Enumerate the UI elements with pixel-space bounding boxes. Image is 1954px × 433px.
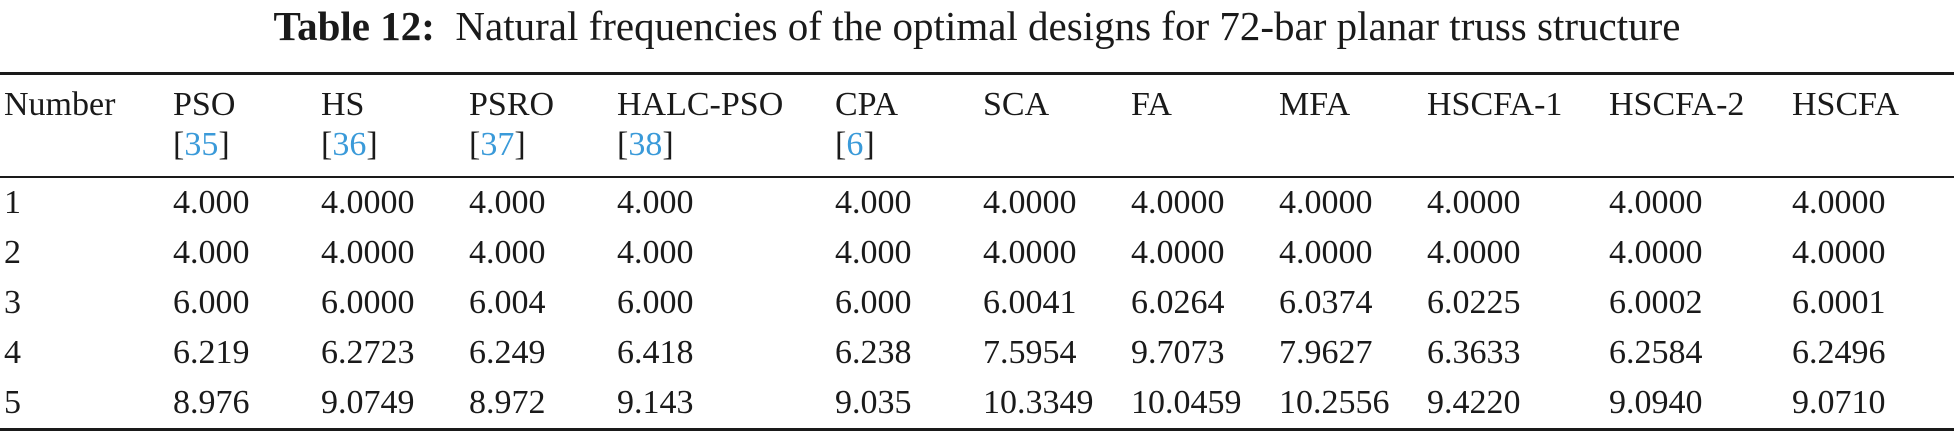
table-row: 2 4.000 4.0000 4.000 4.000 4.000 4.0000 … <box>0 228 1954 278</box>
table-cell: 4.0000 <box>1427 184 1521 221</box>
table-cell: 9.035 <box>835 384 912 421</box>
table-cell: 9.143 <box>617 384 694 421</box>
table-caption: Table 12: Natural frequencies of the opt… <box>0 0 1954 60</box>
column-header: Number <box>4 86 116 123</box>
table-cell: 6.0041 <box>983 284 1077 321</box>
table-cell: 3 <box>4 284 21 321</box>
table-row: 4 6.219 6.2723 6.249 6.418 6.238 7.5954 … <box>0 328 1954 378</box>
table-cell: 4.0000 <box>321 234 415 271</box>
table-cell: 6.249 <box>469 334 546 371</box>
table-cell: 4.000 <box>469 184 546 221</box>
table-cell: 8.976 <box>173 384 250 421</box>
citation: [6] <box>835 126 875 163</box>
top-rule <box>0 72 1954 75</box>
table-cell: 4.000 <box>173 184 250 221</box>
table-cell: 4.000 <box>469 234 546 271</box>
table-cell: 9.4220 <box>1427 384 1521 421</box>
table-cell: 6.3633 <box>1427 334 1521 371</box>
table-cell: 6.418 <box>617 334 694 371</box>
table-cell: 4.000 <box>835 234 912 271</box>
frequency-table: Number PSO [35] HS [36] PSRO [37] HALC-PSO[… <box>0 72 1954 428</box>
table-cell: 4.0000 <box>1427 234 1521 271</box>
table-cell: 2 <box>4 234 21 271</box>
column-header: FA <box>1131 86 1172 123</box>
citation: [38] <box>617 126 674 163</box>
column-header: PSO [35] <box>173 86 236 163</box>
column-header: CPA [6] <box>835 86 899 163</box>
table-cell: 4.0000 <box>1279 234 1373 271</box>
table-cell: 4.000 <box>835 184 912 221</box>
table-cell: 4.0000 <box>1131 184 1225 221</box>
header-rule <box>0 176 1954 178</box>
table-cell: 5 <box>4 384 21 421</box>
table-cell: 4.0000 <box>1131 234 1225 271</box>
table-cell: 10.3349 <box>983 384 1094 421</box>
table-cell: 9.0940 <box>1609 384 1703 421</box>
table-cell: 8.972 <box>469 384 546 421</box>
table-cell: 4.0000 <box>1609 234 1703 271</box>
table-cell: 6.004 <box>469 284 546 321</box>
bottom-rule <box>0 428 1954 431</box>
citation: [35] <box>173 126 230 163</box>
column-header: HSCFA-2 <box>1609 86 1745 123</box>
header-row: Number PSO [35] HS [36] PSRO [37] HALC-PSO[… <box>0 72 1954 176</box>
table-row: 5 8.976 9.0749 8.972 9.143 9.035 10.3349… <box>0 378 1954 428</box>
table-cell: 6.000 <box>173 284 250 321</box>
table-cell: 6.219 <box>173 334 250 371</box>
column-header: HS [36] <box>321 86 378 163</box>
caption-label: Table 12: <box>273 3 435 49</box>
table-cell: 6.0374 <box>1279 284 1373 321</box>
table-row: 1 4.000 4.0000 4.000 4.000 4.000 4.0000 … <box>0 176 1954 228</box>
table-cell: 6.2723 <box>321 334 415 371</box>
table-cell: 4.0000 <box>1792 184 1886 221</box>
citation: [37] <box>469 126 526 163</box>
table-cell: 7.9627 <box>1279 334 1373 371</box>
table-cell: 9.0710 <box>1792 384 1886 421</box>
caption-text: Natural frequencies of the optimal desig… <box>455 3 1681 49</box>
table-cell: 6.0225 <box>1427 284 1521 321</box>
table-cell: 6.000 <box>835 284 912 321</box>
table-cell: 4.000 <box>617 184 694 221</box>
table-cell: 6.0002 <box>1609 284 1703 321</box>
table-cell: 6.0000 <box>321 284 415 321</box>
table-cell: 7.5954 <box>983 334 1077 371</box>
column-header: PSRO [37] <box>469 86 555 163</box>
table-cell: 6.238 <box>835 334 912 371</box>
table-cell: 6.2496 <box>1792 334 1886 371</box>
table-cell: 6.000 <box>617 284 694 321</box>
table-cell: 10.2556 <box>1279 384 1390 421</box>
table-cell: 4.0000 <box>1279 184 1373 221</box>
table-cell: 4.000 <box>173 234 250 271</box>
table-cell: 1 <box>4 184 21 221</box>
column-header: SCA <box>983 86 1050 123</box>
table-cell: 9.7073 <box>1131 334 1225 371</box>
table-cell: 6.0001 <box>1792 284 1886 321</box>
table-cell: 6.0264 <box>1131 284 1225 321</box>
citation: [36] <box>321 126 378 163</box>
column-header: MFA <box>1279 86 1351 123</box>
table-cell: 6.2584 <box>1609 334 1703 371</box>
column-header: HALC-PSO [38] <box>617 86 784 163</box>
column-header: HSCFA-1 <box>1427 86 1563 123</box>
table-cell: 4.0000 <box>1609 184 1703 221</box>
table-cell: 4.0000 <box>321 184 415 221</box>
table-row: 3 6.000 6.0000 6.004 6.000 6.000 6.0041 … <box>0 278 1954 328</box>
column-header: HSCFA <box>1792 86 1900 123</box>
table-cell: 4.0000 <box>983 234 1077 271</box>
table-cell: 4.000 <box>617 234 694 271</box>
table-cell: 4.0000 <box>983 184 1077 221</box>
table-cell: 10.0459 <box>1131 384 1242 421</box>
table-cell: 4.0000 <box>1792 234 1886 271</box>
table-cell: 4 <box>4 334 21 371</box>
table-cell: 9.0749 <box>321 384 415 421</box>
